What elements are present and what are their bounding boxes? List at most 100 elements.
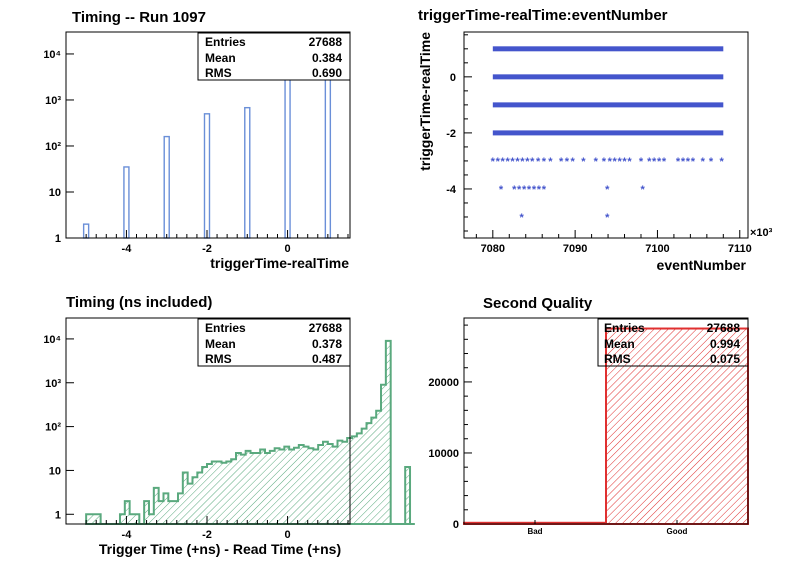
- panel-scatter-x-multiplier: ×10³: [750, 227, 773, 239]
- panel-timing-ns-frame: [65, 317, 351, 525]
- panel-scatter-xlabel: eventNumber: [657, 257, 747, 273]
- scatter-point: *: [542, 156, 547, 168]
- scatter-point: *: [522, 184, 527, 196]
- scatter-point: *: [542, 184, 547, 196]
- scatter-point: *: [512, 184, 517, 196]
- stats-entries-value: 27688: [309, 35, 343, 49]
- y-tick-label: 20000: [428, 377, 459, 389]
- panel-scatter-title: triggerTime-realTime:eventNumber: [418, 7, 668, 24]
- scatter-point: *: [662, 156, 667, 168]
- scatter-point: *: [499, 184, 504, 196]
- histogram-bar: [203, 113, 211, 239]
- panel-timing-ns-stats-box: Entries 27688 Mean 0.378 RMS 0.487: [197, 318, 351, 367]
- panel-scatter-points: * * * * * * * * * * * * * * * * * * * * * * * * * * * * * * * * * * ** * * * *…: [491, 46, 725, 224]
- panel-second-quality-title: Second Quality: [483, 295, 593, 312]
- x-category-label: Good: [667, 527, 688, 536]
- panel-second-quality-axes: Bad Good 0 10000 20000: [428, 324, 688, 536]
- scatter-point: *: [537, 184, 542, 196]
- panel-scatter-axes: 7080 7090 7100 7110 -4 -2 0: [446, 34, 752, 255]
- panel-timing-frame: [65, 31, 351, 239]
- stats-entries-label: Entries: [205, 321, 246, 335]
- x-tick-label: 0: [284, 529, 290, 541]
- scatter-point: *: [622, 156, 627, 168]
- scatter-point: *: [530, 156, 535, 168]
- scatter-point-band: [492, 46, 724, 52]
- y-tick-label: 10⁴: [43, 334, 61, 346]
- stats-mean-value: 0.378: [312, 337, 342, 351]
- x-category-label: Bad: [527, 527, 542, 536]
- scatter-point: *: [559, 156, 564, 168]
- histogram-bar: [244, 106, 251, 239]
- scatter-point-band: [492, 74, 724, 80]
- panel-scatter-ylabel: triggerTime-realTime: [417, 32, 433, 171]
- histogram-bar: [123, 166, 130, 239]
- panel-scatter: triggerTime-realTime:eventNumber * * * * * * *…: [417, 7, 773, 273]
- scatter-point: *: [602, 156, 607, 168]
- scatter-point: *: [565, 156, 570, 168]
- y-tick-label: 10²: [45, 422, 61, 434]
- x-tick-label: -2: [202, 243, 212, 255]
- panel-timing-xlabel: triggerTime-realTime: [210, 255, 349, 271]
- panel-timing-ns-histogram: [85, 339, 415, 525]
- stats-mean-value: 0.384: [312, 51, 342, 65]
- stats-box-frame: [197, 32, 351, 81]
- scatter-point: *: [652, 156, 657, 168]
- stats-mean-label: Mean: [205, 337, 236, 351]
- panel-timing-ns-xlabel: Trigger Time (+ns) - Read Time (+ns): [99, 541, 341, 557]
- scatter-point: *: [519, 212, 524, 224]
- stats-entries-value: 27688: [309, 321, 343, 335]
- y-tick-label: 10: [49, 187, 61, 199]
- scatter-point: *: [605, 184, 610, 196]
- panel-second-quality-stats-box: Entries 27688 Mean 0.994 RMS 0.075: [597, 318, 749, 367]
- scatter-point: *: [686, 156, 691, 168]
- y-tick-label: 10: [49, 465, 61, 477]
- scatter-point: *: [691, 156, 696, 168]
- panel-timing-stats-box: Entries 27688 Mean 0.384 RMS 0.690: [197, 32, 351, 81]
- scatter-point: *: [491, 156, 496, 168]
- scatter-point: *: [617, 156, 622, 168]
- y-tick-label: 0: [450, 72, 456, 84]
- panel-timing-title: Timing -- Run 1097: [72, 9, 206, 26]
- stats-mean-value: 0.994: [710, 337, 740, 351]
- scatter-point: *: [701, 156, 706, 168]
- y-tick-label: 0: [453, 519, 459, 531]
- scatter-point: *: [594, 156, 599, 168]
- histogram-outline: [85, 339, 415, 525]
- scatter-point: *: [505, 156, 510, 168]
- scatter-point: *: [627, 156, 632, 168]
- scatter-point: *: [605, 212, 610, 224]
- x-tick-label: 7090: [563, 243, 587, 255]
- scatter-point: *: [520, 156, 525, 168]
- scatter-point: *: [613, 156, 618, 168]
- y-tick-label: -4: [446, 184, 457, 196]
- y-tick-label: 10²: [45, 141, 61, 153]
- panel-second-quality: Second Quality Bad Good 0 10000 20000 Entrie…: [428, 295, 749, 536]
- scatter-point: *: [548, 156, 553, 168]
- panel-timing-ns: Timing (ns included) -4 -2 0 1 10 10² 10³ 10⁴ E…: [43, 294, 415, 557]
- stats-box-frame: [597, 318, 749, 367]
- stats-rms-label: RMS: [604, 352, 631, 366]
- x-tick-label: 0: [284, 243, 290, 255]
- panel-timing-ns-axes: -4 -2 0 1 10 10² 10³ 10⁴: [43, 334, 349, 541]
- scatter-point: *: [581, 156, 586, 168]
- x-tick-label: 7110: [728, 243, 752, 255]
- y-tick-label: 1: [55, 509, 61, 521]
- scatter-point: *: [720, 156, 725, 168]
- panel-second-quality-frame: [463, 317, 749, 525]
- scatter-point: *: [527, 184, 532, 196]
- scatter-point-band: [492, 130, 724, 136]
- stats-mean-label: Mean: [604, 337, 635, 351]
- scatter-point: *: [608, 156, 613, 168]
- y-tick-label: 10000: [428, 448, 459, 460]
- scatter-point: *: [657, 156, 662, 168]
- scatter-point: *: [639, 156, 644, 168]
- scatter-point: *: [496, 156, 501, 168]
- stats-box-frame: [197, 318, 351, 367]
- stats-rms-label: RMS: [205, 66, 232, 80]
- scatter-point: *: [709, 156, 714, 168]
- scatter-point: *: [676, 156, 681, 168]
- panel-timing: Timing -- Run 1097 -4 -2 0 1 10 10² 10³ 10⁴ Ent…: [43, 9, 351, 271]
- y-tick-label: 10³: [45, 95, 61, 107]
- y-tick-label: 1: [55, 233, 61, 245]
